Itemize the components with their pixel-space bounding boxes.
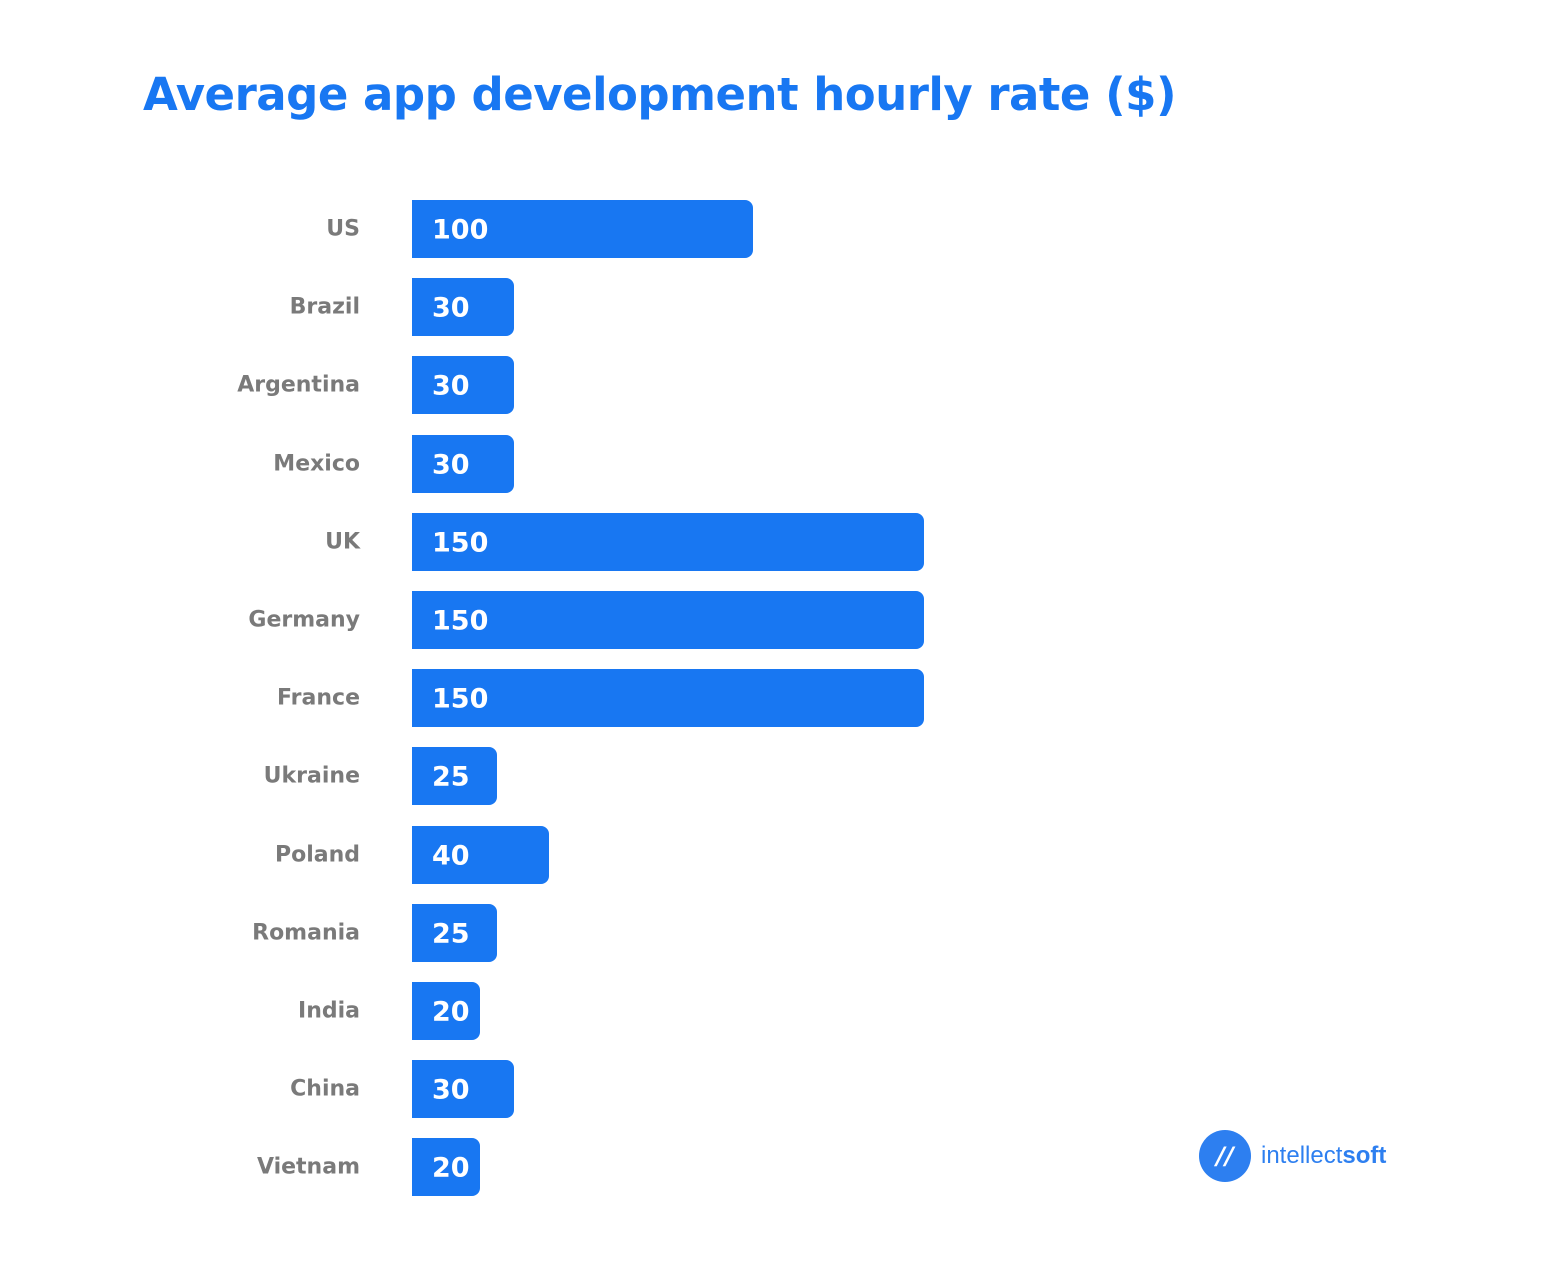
bar-poland	[412, 825, 549, 884]
data-label: 150	[432, 683, 489, 715]
category-label: Brazil	[289, 294, 360, 320]
data-label: 150	[432, 605, 489, 637]
bar-germany	[412, 591, 924, 649]
chart-title: Average app development hourly rate ($)	[143, 68, 1177, 121]
logo-text: intellectsoft	[1261, 1142, 1386, 1170]
data-label: 30	[432, 292, 470, 324]
category-label: Romania	[252, 920, 360, 946]
category-label: Mexico	[273, 451, 360, 477]
data-label: 40	[432, 840, 470, 872]
bar-france	[412, 669, 924, 728]
category-label: Ukraine	[263, 763, 360, 789]
logo-text-light: intellect	[1261, 1142, 1343, 1169]
data-label: 30	[432, 1074, 470, 1106]
data-label: 30	[432, 449, 470, 481]
category-label: Germany	[248, 607, 360, 633]
data-label: 150	[432, 527, 489, 559]
bar-brazil	[412, 278, 515, 337]
bar-romania	[412, 903, 498, 962]
bar-india	[412, 982, 481, 1040]
bar-us	[412, 200, 754, 258]
data-label: 30	[432, 370, 470, 402]
data-label: 20	[432, 1152, 470, 1184]
data-label: 20	[432, 996, 470, 1028]
category-label: France	[277, 685, 360, 711]
category-label: UK	[325, 529, 360, 555]
category-label: India	[298, 998, 360, 1024]
bar-uk	[412, 512, 924, 571]
category-label: Poland	[274, 842, 360, 868]
intellectsoft-logo: // intellectsoft	[1199, 1130, 1386, 1182]
bar-mexico	[412, 434, 515, 493]
logo-text-bold: soft	[1342, 1142, 1387, 1169]
bar-ukraine	[412, 747, 498, 806]
category-label: Argentina	[237, 372, 360, 398]
bar-argentina	[412, 356, 515, 415]
logo-mark-icon: //	[1199, 1130, 1251, 1182]
data-label: 25	[432, 918, 470, 950]
data-label: 100	[432, 214, 489, 246]
category-label: US	[326, 216, 360, 242]
category-label: Vietnam	[256, 1154, 360, 1180]
data-label: 25	[432, 761, 470, 793]
category-label: China	[290, 1076, 360, 1102]
bar-china	[412, 1060, 515, 1119]
bar-vietnam	[412, 1138, 481, 1197]
